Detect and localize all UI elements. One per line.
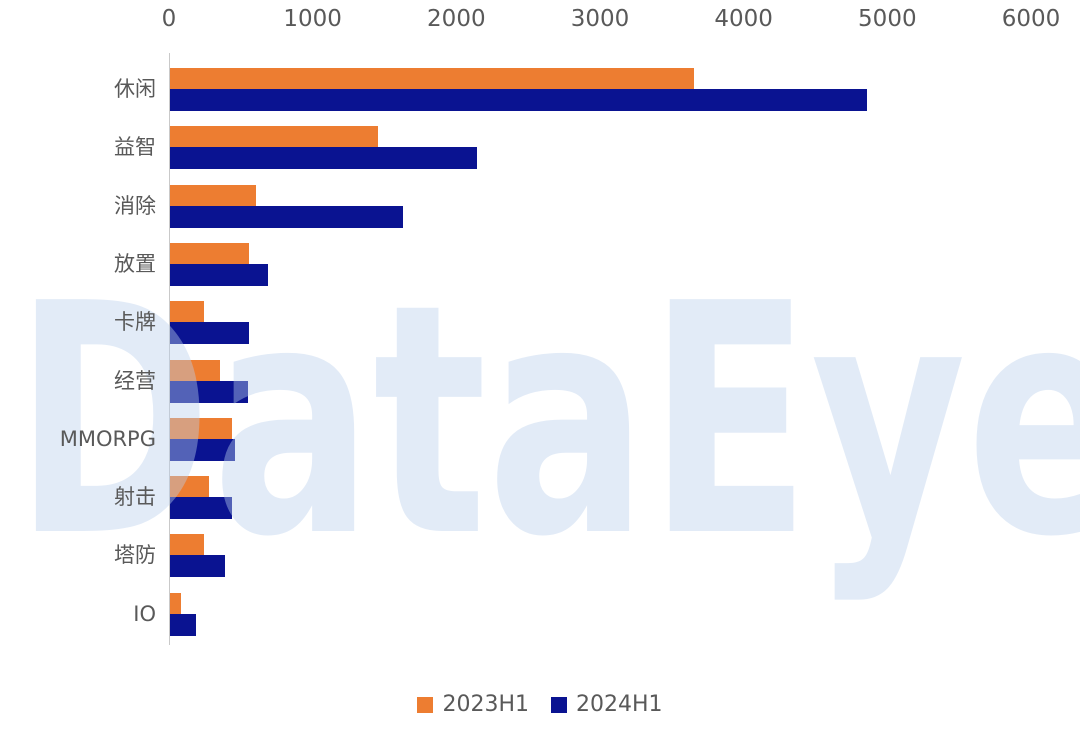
legend-swatch-icon [551,696,567,713]
bar-2023h1 [170,242,249,264]
bar-2024h1 [170,322,249,345]
legend-item: 2023H1 [417,692,529,717]
bar-2023h1 [170,359,220,381]
bar-2024h1 [170,205,403,228]
legend-swatch-icon [417,696,434,713]
bar-2024h1 [170,613,196,636]
category-label: 射击 [114,485,156,510]
category-label: 卡牌 [114,310,156,335]
bar-2023h1 [170,476,209,498]
category-label: 休闲 [114,77,156,101]
bar-2024h1 [170,89,867,111]
x-axis-tick-label: 2000 [427,6,486,32]
bar-2024h1 [170,380,248,403]
category-label: 消除 [114,193,156,218]
legend: 2023H1 2024H1 [0,692,1080,717]
x-axis-tick-label: 5000 [858,6,917,32]
x-axis-tick-label: 1000 [283,6,342,32]
bar-2024h1 [170,497,232,520]
category-label: 益智 [114,135,156,160]
bar-2024h1 [170,263,268,286]
x-axis-tick-label: 6000 [1001,6,1061,32]
bar-2023h1 [170,68,694,89]
bar-2023h1 [170,184,256,206]
y-axis-line [169,53,170,645]
bar-2023h1 [170,301,204,323]
category-label: MMORPG [59,426,156,451]
x-axis-tick-label: 0 [161,6,177,32]
bar-2024h1 [170,438,235,461]
category-label: 塔防 [114,543,156,568]
bar-2024h1 [170,555,225,578]
bar-2023h1 [170,417,232,439]
bar-2023h1 [170,592,181,614]
category-label: 放置 [114,251,156,276]
x-axis-tick-label: 3000 [570,6,630,32]
x-axis-tick-label: 4000 [714,6,773,32]
legend-item: 2024H1 [551,692,663,717]
bar-2023h1 [170,126,378,148]
category-label: IO [133,601,156,626]
legend-label: 2024H1 [576,692,663,717]
bar-2023h1 [170,534,204,556]
bar-2024h1 [170,147,477,170]
legend-label: 2023H1 [442,692,529,717]
category-label: 经营 [114,368,156,393]
